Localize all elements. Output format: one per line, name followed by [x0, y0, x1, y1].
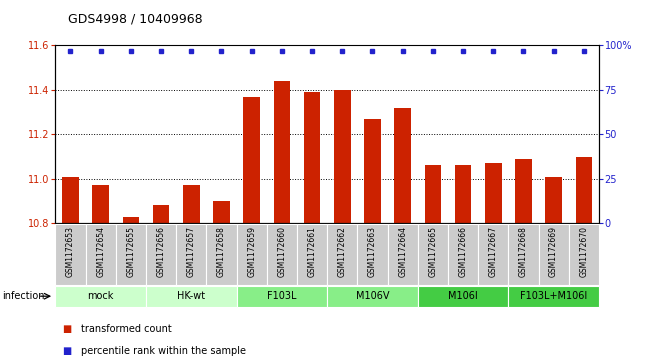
- Bar: [395, 107, 411, 223]
- Text: GSM1172654: GSM1172654: [96, 226, 105, 277]
- Bar: [85, 224, 116, 285]
- Bar: [183, 185, 200, 223]
- Text: GSM1172663: GSM1172663: [368, 226, 377, 277]
- Bar: [575, 156, 592, 223]
- Bar: [327, 286, 418, 307]
- Bar: [364, 119, 381, 223]
- Bar: [236, 286, 327, 307]
- Text: ■: ■: [62, 346, 71, 356]
- Text: M106V: M106V: [355, 291, 389, 301]
- Bar: [546, 176, 562, 223]
- Bar: [116, 224, 146, 285]
- Text: transformed count: transformed count: [81, 323, 172, 334]
- Text: GSM1172667: GSM1172667: [489, 226, 498, 277]
- Bar: [448, 224, 478, 285]
- Bar: [418, 286, 508, 307]
- Bar: [485, 163, 501, 223]
- Bar: [424, 166, 441, 223]
- Bar: [176, 224, 206, 285]
- Bar: [122, 217, 139, 223]
- Bar: [55, 224, 85, 285]
- Bar: [454, 166, 471, 223]
- Bar: [55, 286, 146, 307]
- Text: GSM1172660: GSM1172660: [277, 226, 286, 277]
- Bar: [387, 224, 418, 285]
- Bar: [153, 205, 169, 223]
- Text: percentile rank within the sample: percentile rank within the sample: [81, 346, 246, 356]
- Text: GDS4998 / 10409968: GDS4998 / 10409968: [68, 12, 203, 25]
- Bar: [206, 224, 236, 285]
- Bar: [213, 201, 230, 223]
- Bar: [304, 92, 320, 223]
- Text: GSM1172668: GSM1172668: [519, 226, 528, 277]
- Bar: [357, 224, 387, 285]
- Bar: [508, 224, 538, 285]
- Bar: [146, 286, 236, 307]
- Text: GSM1172664: GSM1172664: [398, 226, 407, 277]
- Bar: [273, 81, 290, 223]
- Bar: [327, 224, 357, 285]
- Text: GSM1172655: GSM1172655: [126, 226, 135, 277]
- Text: GSM1172662: GSM1172662: [338, 226, 347, 277]
- Text: F103L+M106I: F103L+M106I: [520, 291, 587, 301]
- Bar: [146, 224, 176, 285]
- Text: GSM1172657: GSM1172657: [187, 226, 196, 277]
- Text: GSM1172669: GSM1172669: [549, 226, 558, 277]
- Text: GSM1172666: GSM1172666: [458, 226, 467, 277]
- Text: M106I: M106I: [448, 291, 478, 301]
- Text: mock: mock: [87, 291, 114, 301]
- Bar: [236, 224, 267, 285]
- Text: GSM1172670: GSM1172670: [579, 226, 589, 277]
- Text: GSM1172665: GSM1172665: [428, 226, 437, 277]
- Bar: [569, 224, 599, 285]
- Text: GSM1172658: GSM1172658: [217, 226, 226, 277]
- Bar: [297, 224, 327, 285]
- Text: GSM1172653: GSM1172653: [66, 226, 75, 277]
- Text: infection: infection: [2, 291, 44, 301]
- Bar: [508, 286, 599, 307]
- Text: GSM1172661: GSM1172661: [307, 226, 316, 277]
- Bar: [92, 185, 109, 223]
- Bar: [334, 90, 350, 223]
- Bar: [538, 224, 569, 285]
- Text: GSM1172659: GSM1172659: [247, 226, 256, 277]
- Text: ■: ■: [62, 323, 71, 334]
- Bar: [515, 159, 532, 223]
- Bar: [418, 224, 448, 285]
- Bar: [267, 224, 297, 285]
- Bar: [62, 176, 79, 223]
- Text: HK-wt: HK-wt: [177, 291, 205, 301]
- Text: F103L: F103L: [267, 291, 297, 301]
- Text: GSM1172656: GSM1172656: [156, 226, 165, 277]
- Bar: [243, 97, 260, 223]
- Bar: [478, 224, 508, 285]
